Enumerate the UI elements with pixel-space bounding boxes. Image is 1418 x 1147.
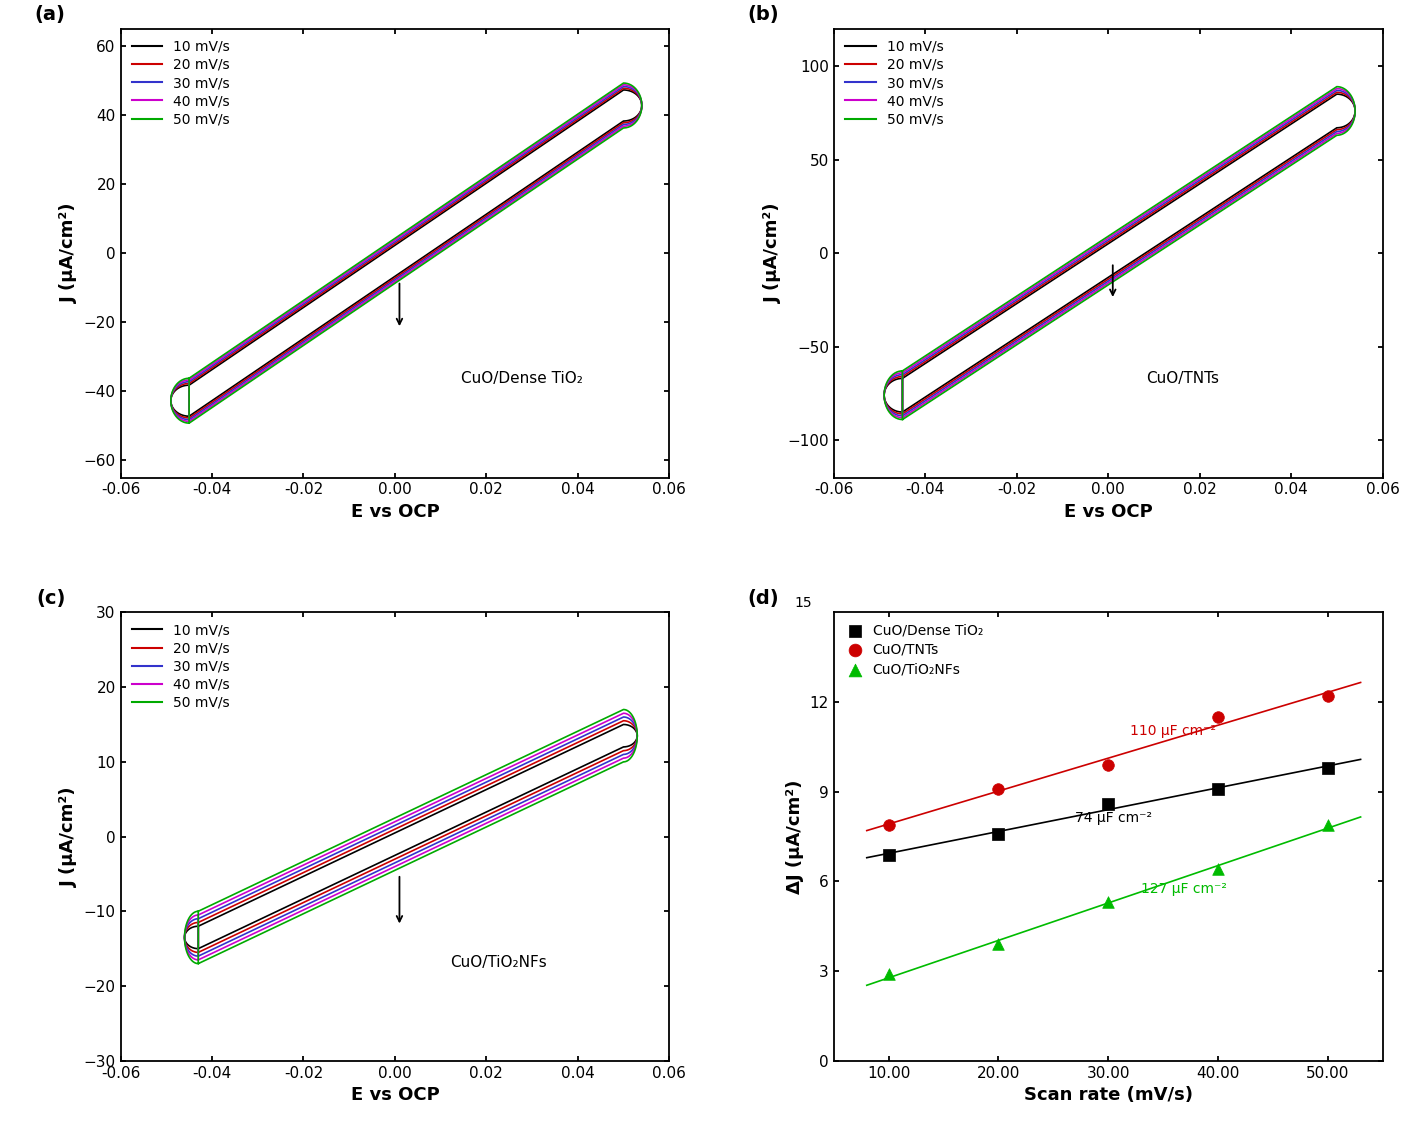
CuO/TNTs xyxy=(878,816,900,834)
Text: CuO/Dense TiO₂: CuO/Dense TiO₂ xyxy=(461,372,583,387)
Legend: CuO/Dense TiO₂, CuO/TNTs, CuO/TiO₂NFs: CuO/Dense TiO₂, CuO/TNTs, CuO/TiO₂NFs xyxy=(841,619,987,680)
Text: CuO/TNTs: CuO/TNTs xyxy=(1147,372,1219,387)
Text: CuO/TiO₂NFs: CuO/TiO₂NFs xyxy=(450,954,546,969)
CuO/TNTs xyxy=(987,780,1010,798)
CuO/TNTs xyxy=(1207,708,1229,726)
CuO/TiO₂NFs xyxy=(987,935,1010,953)
CuO/Dense TiO₂ xyxy=(1207,780,1229,798)
X-axis label: Scan rate (mV/s): Scan rate (mV/s) xyxy=(1024,1086,1193,1105)
Y-axis label: J (μA/cm²): J (μA/cm²) xyxy=(764,203,781,303)
Text: 15: 15 xyxy=(795,596,813,610)
Text: (a): (a) xyxy=(35,6,65,24)
X-axis label: E vs OCP: E vs OCP xyxy=(350,1086,440,1105)
Legend: 10 mV/s, 20 mV/s, 30 mV/s, 40 mV/s, 50 mV/s: 10 mV/s, 20 mV/s, 30 mV/s, 40 mV/s, 50 m… xyxy=(128,36,234,131)
X-axis label: E vs OCP: E vs OCP xyxy=(350,502,440,521)
CuO/TiO₂NFs xyxy=(1207,860,1229,879)
CuO/Dense TiO₂ xyxy=(1316,758,1339,777)
Text: (d): (d) xyxy=(747,588,778,608)
CuO/TNTs xyxy=(1316,687,1339,705)
Y-axis label: J (μA/cm²): J (μA/cm²) xyxy=(60,787,78,887)
CuO/Dense TiO₂ xyxy=(878,845,900,864)
Text: 74 μF cm⁻²: 74 μF cm⁻² xyxy=(1075,811,1153,825)
CuO/TiO₂NFs xyxy=(1098,894,1120,912)
Text: (c): (c) xyxy=(37,588,65,608)
CuO/Dense TiO₂ xyxy=(987,825,1010,843)
Text: 110 μF cm⁻²: 110 μF cm⁻² xyxy=(1130,724,1217,738)
Text: (b): (b) xyxy=(747,6,778,24)
Y-axis label: J (μA/cm²): J (μA/cm²) xyxy=(60,203,78,303)
CuO/Dense TiO₂ xyxy=(1098,795,1120,813)
X-axis label: E vs OCP: E vs OCP xyxy=(1064,502,1153,521)
CuO/TiO₂NFs xyxy=(878,965,900,983)
CuO/TiO₂NFs xyxy=(1316,816,1339,834)
Legend: 10 mV/s, 20 mV/s, 30 mV/s, 40 mV/s, 50 mV/s: 10 mV/s, 20 mV/s, 30 mV/s, 40 mV/s, 50 m… xyxy=(128,619,234,715)
CuO/TNTs xyxy=(1098,756,1120,774)
Legend: 10 mV/s, 20 mV/s, 30 mV/s, 40 mV/s, 50 mV/s: 10 mV/s, 20 mV/s, 30 mV/s, 40 mV/s, 50 m… xyxy=(841,36,947,131)
Text: 127 μF cm⁻²: 127 μF cm⁻² xyxy=(1141,882,1227,897)
Y-axis label: ΔJ (μA/cm²): ΔJ (μA/cm²) xyxy=(786,779,804,894)
